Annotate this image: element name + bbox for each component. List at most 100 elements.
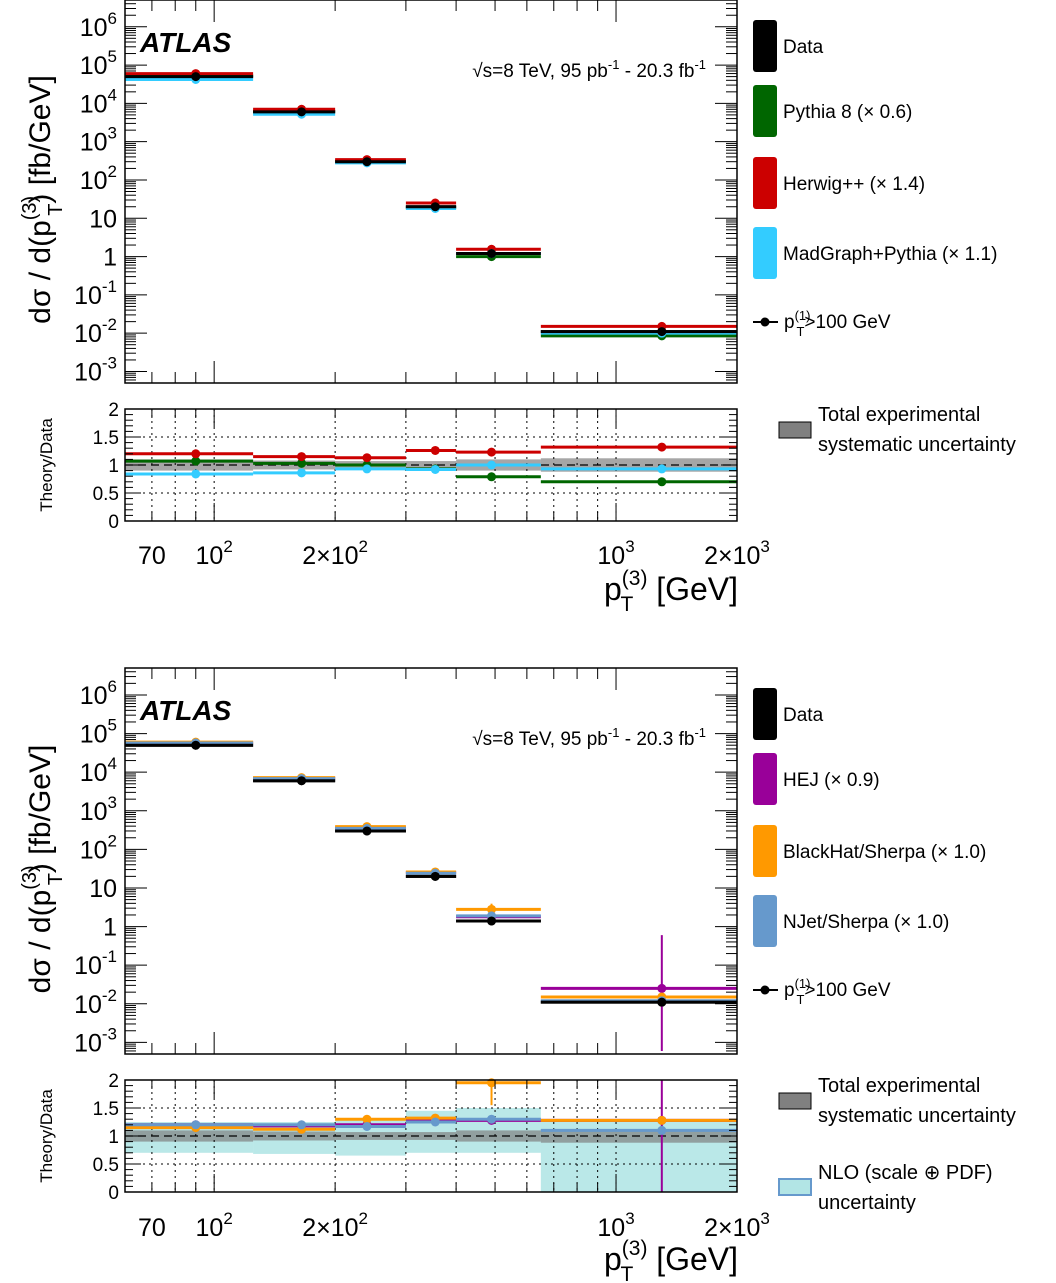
legend-syst-label-2: systematic uncertainty: [818, 1105, 1016, 1127]
series-data-top: [125, 740, 737, 1007]
legend-label: MadGraph+Pythia (× 1.1): [783, 244, 997, 265]
panel-top: 10-310-210-1110102103104105106ATLAS√s=8 …: [19, 0, 1016, 616]
legend-selection-label: p(1) T>100 GeV: [784, 308, 891, 339]
y-tick-label: 1: [103, 244, 117, 272]
ratio-point: [362, 1114, 372, 1124]
legend-swatch: [753, 227, 777, 279]
series-data-top: [125, 72, 737, 337]
y-tick-label: 104: [80, 754, 117, 787]
atlas-label: ATLAS: [139, 27, 232, 58]
ratio-njet-sherpa: [125, 1114, 737, 1135]
data-point: [430, 202, 440, 212]
y-tick-label: 105: [80, 716, 117, 749]
data-point: [191, 740, 201, 750]
y-tick-label: 10: [89, 875, 117, 903]
ratio-pythia: [125, 456, 737, 487]
y-tick-label: 1: [103, 914, 117, 942]
ratio-point: [297, 452, 307, 462]
legend-marker-point: [760, 985, 770, 995]
series-hej: [125, 738, 737, 1051]
legend-label: Data: [783, 705, 824, 726]
legend-syst-swatch: [778, 1092, 812, 1110]
ratio-point: [487, 460, 497, 470]
ratio-madgraph-pythia: [125, 460, 737, 479]
legend-swatch: [753, 157, 777, 209]
x-tick-label: 2×103: [704, 1209, 770, 1242]
series-blackhat-sherpa: [125, 737, 737, 1002]
legend-nlo-swatch: [778, 1178, 812, 1196]
data-point: [487, 249, 497, 259]
data-point: [430, 871, 440, 881]
band-segment: [335, 1132, 406, 1140]
legend-syst-label-1: Total experimental: [818, 404, 980, 426]
ratio-y-tick-label: 1: [108, 456, 119, 477]
ratio-point: [362, 1121, 372, 1131]
energy-label: √s=8 TeV, 95 pb-1 - 20.3 fb-1: [472, 725, 706, 750]
x-tick-label: 103: [597, 1209, 634, 1242]
data-point: [362, 826, 372, 836]
legend-label: Data: [783, 37, 824, 58]
y-tick-label: 10-2: [74, 986, 117, 1019]
ratio-herwig-: [125, 442, 737, 463]
y-tick-label: 106: [80, 9, 117, 42]
ratio-point: [657, 1115, 667, 1125]
ratio-y-tick-label: 2: [108, 400, 119, 421]
legend-syst-label-1: Total experimental: [818, 1075, 980, 1097]
x-tick-label: 103: [597, 537, 634, 570]
y-tick-label: 10: [89, 205, 117, 233]
x-axis-title: p(3) T [GeV]: [604, 1237, 738, 1283]
ratio-point: [657, 464, 667, 474]
ratio-point: [297, 458, 307, 468]
y-tick-label: 102: [80, 831, 117, 864]
legend-label: Pythia 8 (× 0.6): [783, 102, 912, 123]
ratio-point: [297, 1120, 307, 1130]
ratio-point: [362, 464, 372, 474]
ratio-point: [430, 445, 440, 455]
energy-label: √s=8 TeV, 95 pb-1 - 20.3 fb-1: [472, 57, 706, 82]
legend-label: HEJ (× 0.9): [783, 770, 880, 791]
legend-swatch: [753, 688, 777, 740]
panel-bottom: 10-310-210-1110102103104105106ATLAS√s=8 …: [19, 667, 1016, 1283]
data-point: [657, 327, 667, 337]
legend: Data Pythia 8 (× 0.6) Herwig++ (× 1.4) MadG…: [753, 20, 1016, 456]
x-tick-label: 70: [138, 1214, 166, 1242]
legend-swatch: [753, 895, 777, 947]
ratio-point: [657, 477, 667, 487]
legend-swatch: [753, 753, 777, 805]
band-segment: [125, 1130, 254, 1142]
legend-nlo-label-1: NLO (scale ⊕ PDF): [818, 1162, 993, 1184]
data-point: [487, 916, 497, 926]
legend-label: BlackHat/Sherpa (× 1.0): [783, 842, 986, 863]
ratio-point: [487, 447, 497, 457]
data-point: [297, 107, 307, 117]
main-frame: [124, 667, 738, 1055]
legend: Data HEJ (× 0.9) BlackHat/Sherpa (× 1.0) NJ…: [753, 688, 1016, 1214]
main-frame: [124, 0, 738, 384]
ratio-point: [362, 453, 372, 463]
x-tick-label: 2×102: [302, 1209, 368, 1242]
ratio-point: [657, 1125, 667, 1135]
y-tick-label: 103: [80, 124, 117, 157]
ratio-y-tick-label: 0: [108, 512, 119, 533]
ratio-point: [487, 472, 497, 482]
y-tick-label: 10-3: [74, 1024, 117, 1057]
ratio-point: [191, 1120, 201, 1130]
ratio-y-tick-label: 0.5: [93, 484, 119, 505]
legend-swatch: [753, 20, 777, 72]
y-tick-label: 104: [80, 85, 117, 118]
y-tick-label: 106: [80, 677, 117, 710]
x-tick-label: 70: [138, 542, 166, 570]
legend-nlo-label-2: uncertainty: [818, 1192, 916, 1214]
ratio-point: [297, 468, 307, 478]
ratio-point: [191, 469, 201, 479]
y-axis-title: dσ / d(p(3) T) [fb/GeV]: [19, 75, 67, 324]
data-point: [362, 157, 372, 167]
ratio-axis-title: Theory/Data: [37, 418, 56, 512]
ratio-y-tick-label: 2: [108, 1071, 119, 1092]
legend-swatch: [753, 825, 777, 877]
legend-label: Herwig++ (× 1.4): [783, 174, 925, 195]
data-point: [657, 983, 667, 993]
main-plot: 10-3 10-2 10-1 1 10 102 103 104 105 106 ATLAS √s=8 …: [19, 0, 738, 386]
ratio-grid: [125, 1080, 738, 1192]
